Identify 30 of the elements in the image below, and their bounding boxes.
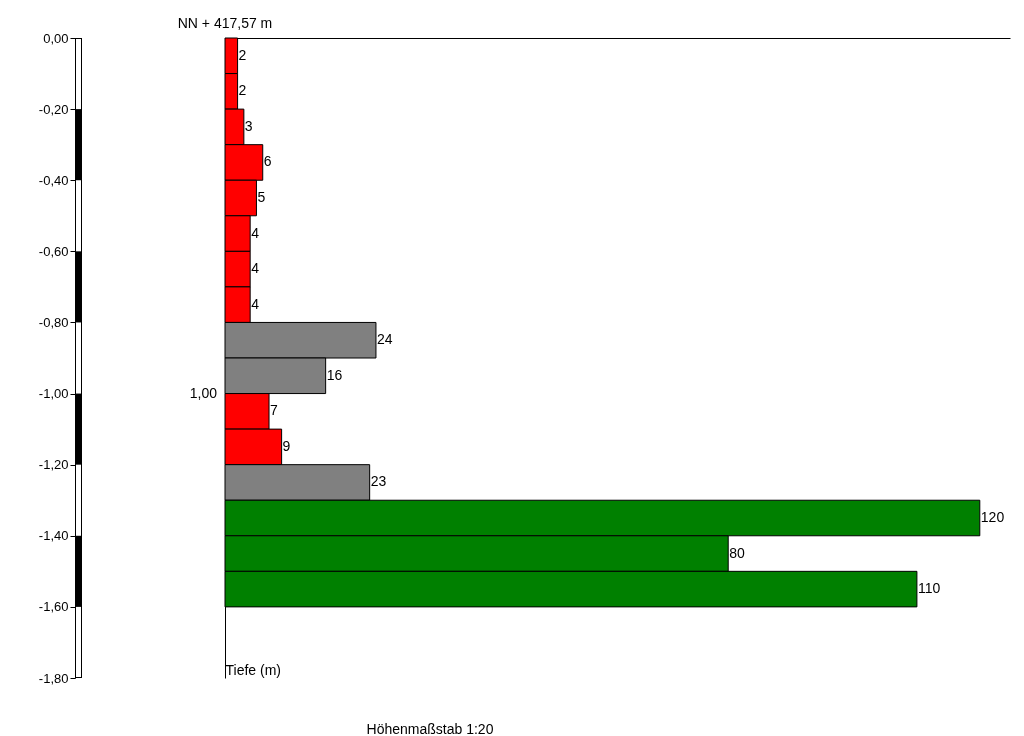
data-label: 80: [729, 544, 745, 561]
y-tick-label: -0,40: [38, 172, 69, 188]
text: 1,00: [189, 384, 218, 401]
data-label: 2: [238, 82, 247, 99]
y-tick-label: -0,80: [38, 314, 69, 330]
data-label: 9: [282, 437, 291, 454]
data-label: 6: [263, 153, 272, 170]
text: NN + 417,57 m: [177, 15, 273, 31]
data-label: 4: [251, 224, 260, 241]
data-label: 5: [257, 189, 266, 205]
data-label: 3: [244, 117, 253, 134]
data-label: 4: [251, 295, 260, 312]
data-label: 24: [376, 331, 393, 348]
data-label: 2: [238, 46, 247, 63]
data-label: 23: [370, 473, 387, 490]
y-axis-title: Tiefe (m): [225, 661, 281, 678]
y-tick-label: -1,60: [38, 599, 69, 615]
data-label: 4: [251, 260, 260, 277]
data-label: 16: [326, 366, 343, 383]
data-label: 7: [270, 402, 279, 419]
y-tick-label: -1,00: [38, 386, 69, 402]
y-tick-label: -0,20: [38, 101, 69, 117]
data-label: 110: [917, 580, 941, 597]
y-tick-label: -1,20: [38, 457, 69, 473]
y-tick-label: -0,60: [38, 243, 69, 259]
text: Höhenmaßstab 1:20: [366, 721, 494, 736]
y-tick-label: -1,40: [38, 528, 69, 544]
y-tick-label: 0,00: [43, 30, 69, 46]
y-tick-label: -1,80: [38, 670, 69, 686]
data-label: 120: [980, 509, 1005, 525]
